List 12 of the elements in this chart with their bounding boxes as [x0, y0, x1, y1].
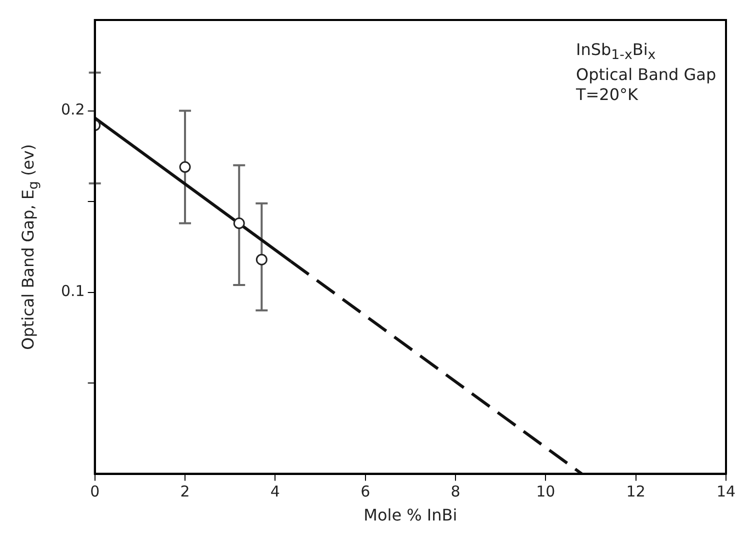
x-tick-label: 6 — [360, 482, 370, 501]
x-tick-label: 10 — [536, 482, 556, 501]
x-tick-label: 12 — [626, 482, 646, 501]
annotation: InSb$_{1-x}$Bi$_{x}$ Optical Band Gap T=20°K — [576, 40, 716, 105]
x-tick-label: 4 — [270, 482, 280, 501]
x-tick-label: 8 — [450, 482, 460, 501]
x-tick-label: 14 — [716, 482, 736, 501]
x-tick-label: 0 — [90, 482, 100, 501]
y-tick-label: 0.2 — [60, 100, 85, 119]
x-tick-label: 2 — [180, 482, 190, 501]
y-tick-label: 0.1 — [60, 282, 85, 300]
x-axis-title: Mole % InBi — [364, 506, 458, 525]
